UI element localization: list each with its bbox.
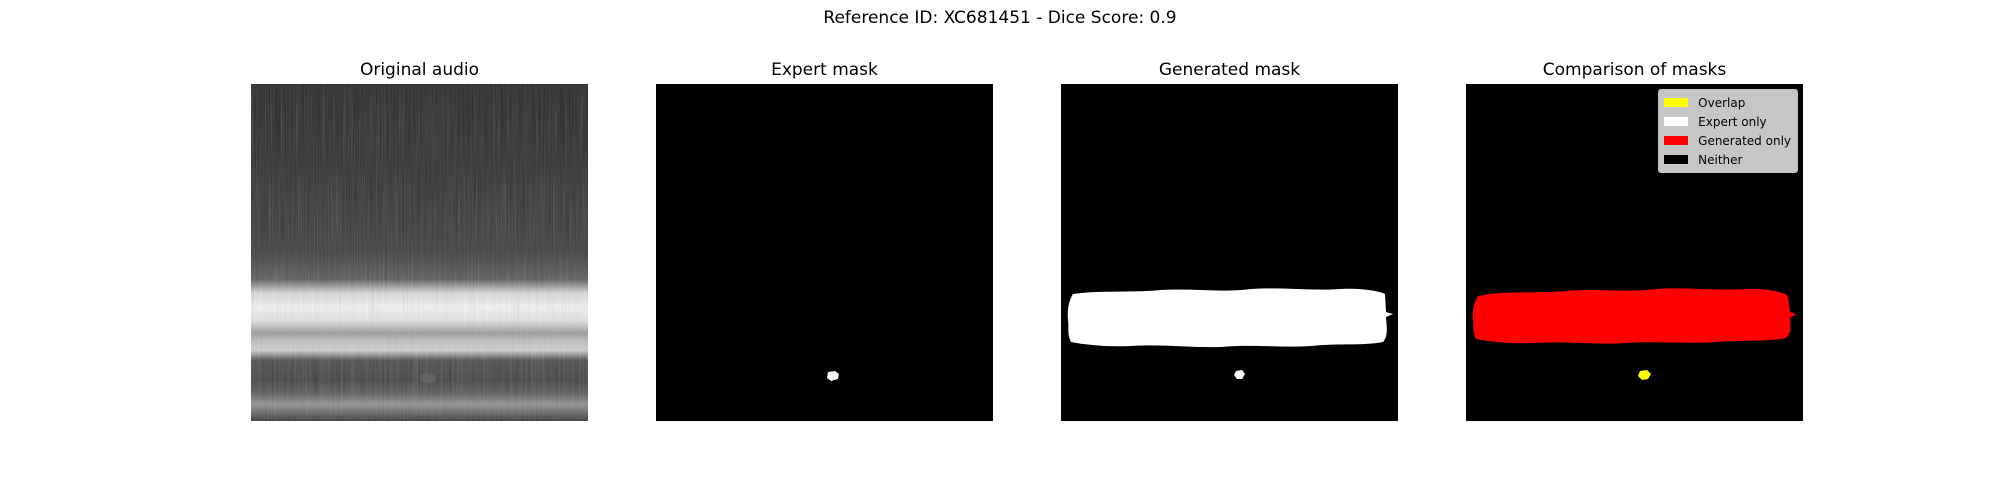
legend-swatch-expert-only [1664, 117, 1689, 126]
legend-item-neither: Neither [1664, 150, 1791, 169]
panel-title-comparison: Comparison of masks [1542, 60, 1727, 80]
panel-title-original-audio: Original audio [359, 60, 480, 80]
expert-mask-blob [827, 371, 839, 381]
original-audio-spectrogram [251, 84, 588, 421]
overlap-region [1638, 370, 1651, 380]
legend-swatch-generated-only [1664, 136, 1689, 145]
expert-mask-image [656, 84, 993, 421]
generated-mask-image [1061, 84, 1398, 421]
generated-mask-blob [1234, 370, 1245, 379]
comparison-mask-image: Overlap Expert only Generated only Neith… [1466, 84, 1803, 421]
legend: Overlap Expert only Generated only Neith… [1658, 89, 1798, 173]
legend-label-expert-only: Expert only [1698, 114, 1767, 129]
legend-item-generated-only: Generated only [1664, 131, 1791, 150]
legend-label-overlap: Overlap [1698, 95, 1746, 110]
legend-label-neither: Neither [1698, 152, 1743, 167]
legend-swatch-overlap [1664, 98, 1689, 107]
panel-title-generated-mask: Generated mask [1158, 60, 1301, 80]
panel-title-expert-mask: Expert mask [771, 60, 878, 80]
spectrogram-image [251, 84, 588, 421]
figure-title: Reference ID: XC681451 - Dice Score: 0.9 [823, 8, 1177, 28]
generated-only-region [1472, 288, 1796, 344]
legend-item-overlap: Overlap [1664, 93, 1791, 112]
legend-label-generated-only: Generated only [1698, 133, 1791, 148]
generated-mask-band [1067, 288, 1393, 348]
legend-item-expert-only: Expert only [1664, 112, 1791, 131]
legend-swatch-neither [1664, 155, 1689, 164]
